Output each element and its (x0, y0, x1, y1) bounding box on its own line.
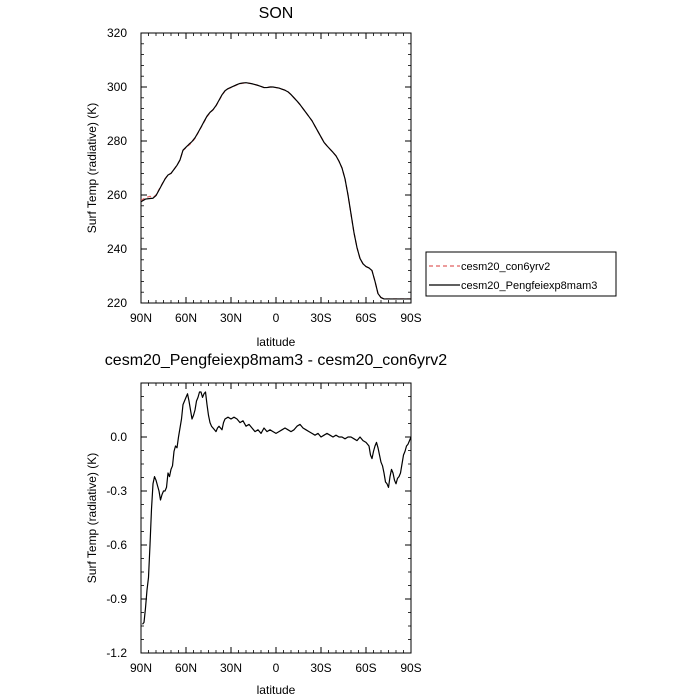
x-tick-label: 60S (355, 311, 376, 325)
difference-line (142, 391, 412, 625)
x-tick-label: 60N (175, 311, 197, 325)
x-tick-label: 60N (175, 661, 197, 675)
bottom-chart-title: cesm20_Pengfeiexp8mam3 - cesm20_con6yrv2 (105, 352, 448, 369)
y-tick-label: -0.9 (106, 592, 127, 606)
top-chart-title: SON (259, 5, 294, 22)
y-tick-label: 300 (107, 80, 127, 94)
y-tick-label: 220 (107, 296, 127, 310)
top-ticks (140, 32, 412, 304)
x-tick-label: 0 (273, 311, 280, 325)
y-tick-label: 320 (107, 26, 127, 40)
x-tick-label: 30N (220, 311, 242, 325)
x-tick-label: 30S (310, 661, 331, 675)
y-tick-label: 240 (107, 242, 127, 256)
y-tick-label: 260 (107, 188, 127, 202)
bottom-y-axis-label: Surf Temp (radiative) (K) (85, 453, 99, 583)
top-x-axis-label: latitude (257, 335, 296, 349)
x-tick-label: 0 (273, 661, 280, 675)
x-tick-label: 90S (400, 661, 421, 675)
x-tick-label: 30S (310, 311, 331, 325)
x-tick-label: 90N (130, 311, 152, 325)
y-tick-label: 0.0 (110, 430, 127, 444)
bottom-x-tick-labels: 90N 60N 30N 0 30S 60S 90S (130, 661, 422, 675)
bottom-series-lines (142, 391, 412, 625)
x-tick-label: 60S (355, 661, 376, 675)
top-y-tick-labels: 220 240 260 280 300 320 (107, 26, 127, 310)
top-panel: SON 90N 60N 30N 0 30S 60S 90S 220 240 260 280 300 3… (85, 5, 422, 349)
x-tick-label: 90S (400, 311, 421, 325)
bottom-y-tick-labels: -1.2 -0.9 -0.6 -0.3 0.0 (106, 430, 127, 660)
legend: cesm20_con6yrv2 cesm20_Pengfeiexp8mam3 (425, 251, 617, 297)
y-tick-label: -0.3 (106, 484, 127, 498)
series-line-cesm20-con6yrv2 (140, 82, 411, 300)
series-line-cesm20-pengfeiexp8mam3 (140, 82, 411, 300)
legend-label-cesm20-pengfeiexp8mam3: cesm20_Pengfeiexp8mam3 (461, 280, 597, 292)
legend-box (425, 251, 617, 297)
top-y-axis-label: Surf Temp (radiative) (K) (85, 103, 99, 233)
y-tick-label: -0.6 (106, 538, 127, 552)
y-tick-label: -1.2 (106, 646, 127, 660)
top-series-lines (140, 82, 411, 300)
bottom-panel: cesm20_Pengfeiexp8mam3 - cesm20_con6yrv2… (85, 352, 447, 697)
y-tick-label: 280 (107, 134, 127, 148)
x-tick-label: 30N (220, 661, 242, 675)
bottom-plot-frame (140, 382, 412, 654)
legend-label-cesm20-con6yrv2: cesm20_con6yrv2 (461, 261, 550, 273)
top-x-tick-labels: 90N 60N 30N 0 30S 60S 90S (130, 311, 422, 325)
x-tick-label: 90N (130, 661, 152, 675)
bottom-ticks (140, 383, 412, 654)
top-plot-frame (140, 32, 412, 304)
bottom-x-axis-label: latitude (257, 683, 296, 697)
